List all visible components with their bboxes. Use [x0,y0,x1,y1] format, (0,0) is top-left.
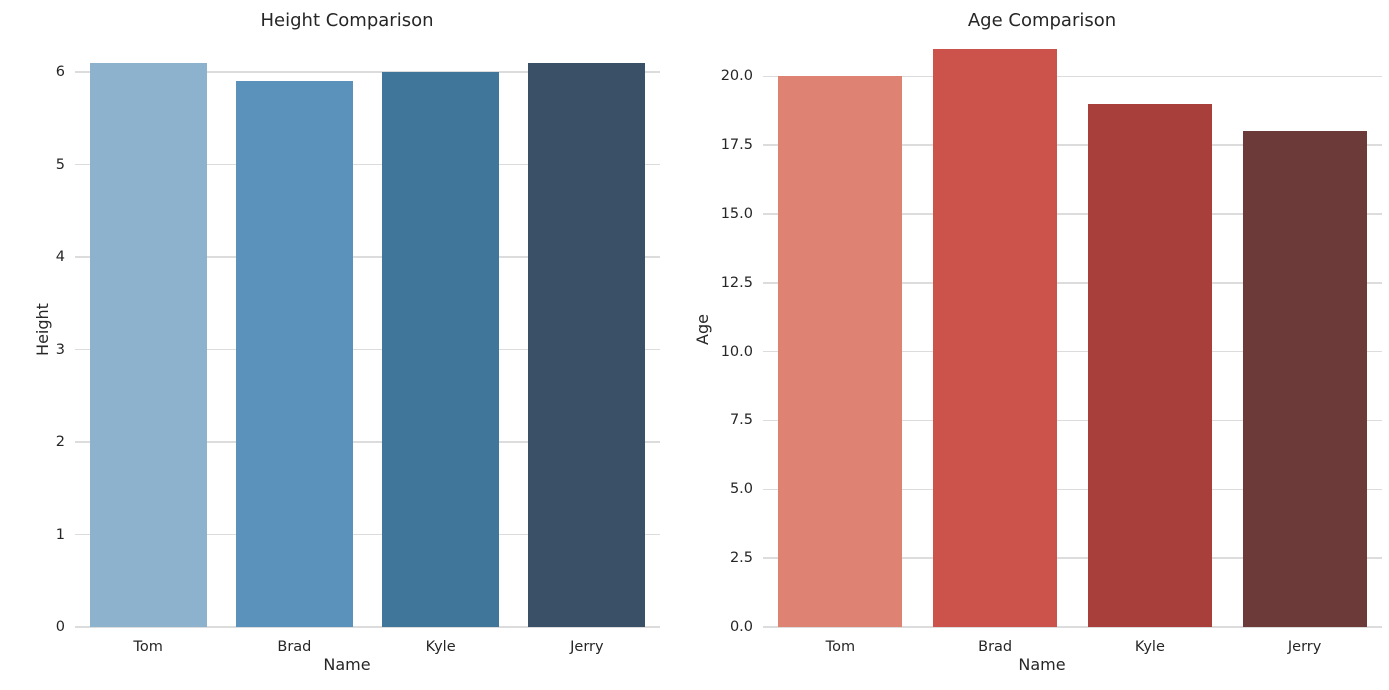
x-tick-label-kyle: Kyle [425,639,456,655]
gridline-y-10.0 [763,350,1382,353]
gridline-y-1 [75,533,660,536]
y-tick-label: 2.5 [729,550,753,567]
gridline-y-2 [75,441,660,443]
y-tick-label: 7.5 [729,412,753,429]
bar-brad [235,81,353,627]
bar-tom [89,62,207,627]
x-axis-label: Name [1018,655,1066,674]
x-tick-label-brad: Brad [277,639,312,655]
y-tick-label: 0 [55,619,65,635]
x-tick-label-tom: Tom [133,639,163,655]
x-tick-label-tom: Tom [825,639,856,655]
x-tick-label-kyle: Kyle [1134,639,1165,655]
y-tick-label: 20.0 [720,68,753,85]
gridline-y-17.5 [763,144,1382,146]
y-tick-label: 15.0 [720,205,753,222]
bar-tom [778,76,903,627]
gridline-y-2.5 [763,557,1382,559]
chart-title: Height Comparison [260,10,434,31]
gridline-y-20.0 [763,75,1382,77]
age-comparison-chart: Age Comparison Age 0.0 2.5 5.0 7.5 10.0 12.5 1… [692,0,1389,690]
gridline-y-15.0 [763,213,1382,215]
y-tick-label: 5 [55,156,65,173]
x-axis-label: Name [323,655,371,674]
x-tick-label-jerry: Jerry [1287,639,1322,655]
x-tick-label-brad: Brad [978,639,1013,655]
y-tick-label: 12.5 [720,274,753,291]
plot-area: 0.0 2.5 5.0 7.5 10.0 12.5 15.0 17.5 20.0 Tom Brad K… [721,35,1382,655]
chart-title: Age Comparison [967,10,1117,31]
y-tick-label: 0.0 [729,619,753,635]
gridline-y-12.5 [763,282,1382,284]
bar-jerry [1242,131,1367,627]
gridline-y-5.0 [763,488,1382,491]
gridline-y-0 [75,626,660,628]
height-comparison-chart: Height Comparison Height 0 1 2 3 4 5 6 Tom Brad K… [0,0,694,690]
gridline-y-3 [75,348,660,351]
gridline-y-0.0 [763,626,1382,628]
y-tick-label: 1 [55,526,65,543]
y-tick-label: 2 [55,434,65,450]
y-tick-label: 6 [55,64,65,80]
gridline-y-7.5 [763,419,1382,422]
gridline-y-6 [75,71,660,73]
x-tick-label-jerry: Jerry [570,639,604,655]
y-tick-label: 3 [55,341,65,358]
bar-brad [933,48,1058,627]
gridline-y-4 [75,256,660,258]
bar-kyle [1087,103,1212,627]
bar-jerry [528,62,646,627]
gridline-y-5 [75,163,660,166]
y-tick-label: 4 [55,249,65,265]
y-tick-label: 17.5 [720,137,753,154]
y-axis-label: Age [692,314,712,345]
y-tick-label: 10.0 [720,343,753,360]
bar-kyle [382,72,500,627]
y-tick-label: 5.0 [729,481,753,498]
plot-area: 0 1 2 3 4 5 6 Tom Brad Kyle Jerry [56,35,660,655]
